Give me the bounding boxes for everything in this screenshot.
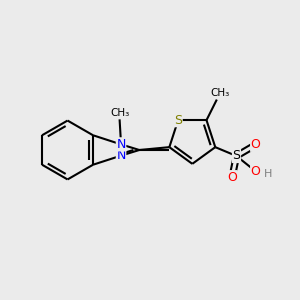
Text: S: S (232, 149, 241, 163)
Text: N: N (116, 138, 126, 151)
Text: CH₃: CH₃ (110, 108, 129, 118)
Text: S: S (174, 114, 182, 127)
Text: O: O (251, 138, 261, 151)
Text: O: O (251, 165, 261, 178)
Text: H: H (264, 169, 272, 179)
Text: N: N (116, 149, 126, 162)
Text: CH₃: CH₃ (210, 88, 230, 98)
Text: O: O (227, 171, 237, 184)
